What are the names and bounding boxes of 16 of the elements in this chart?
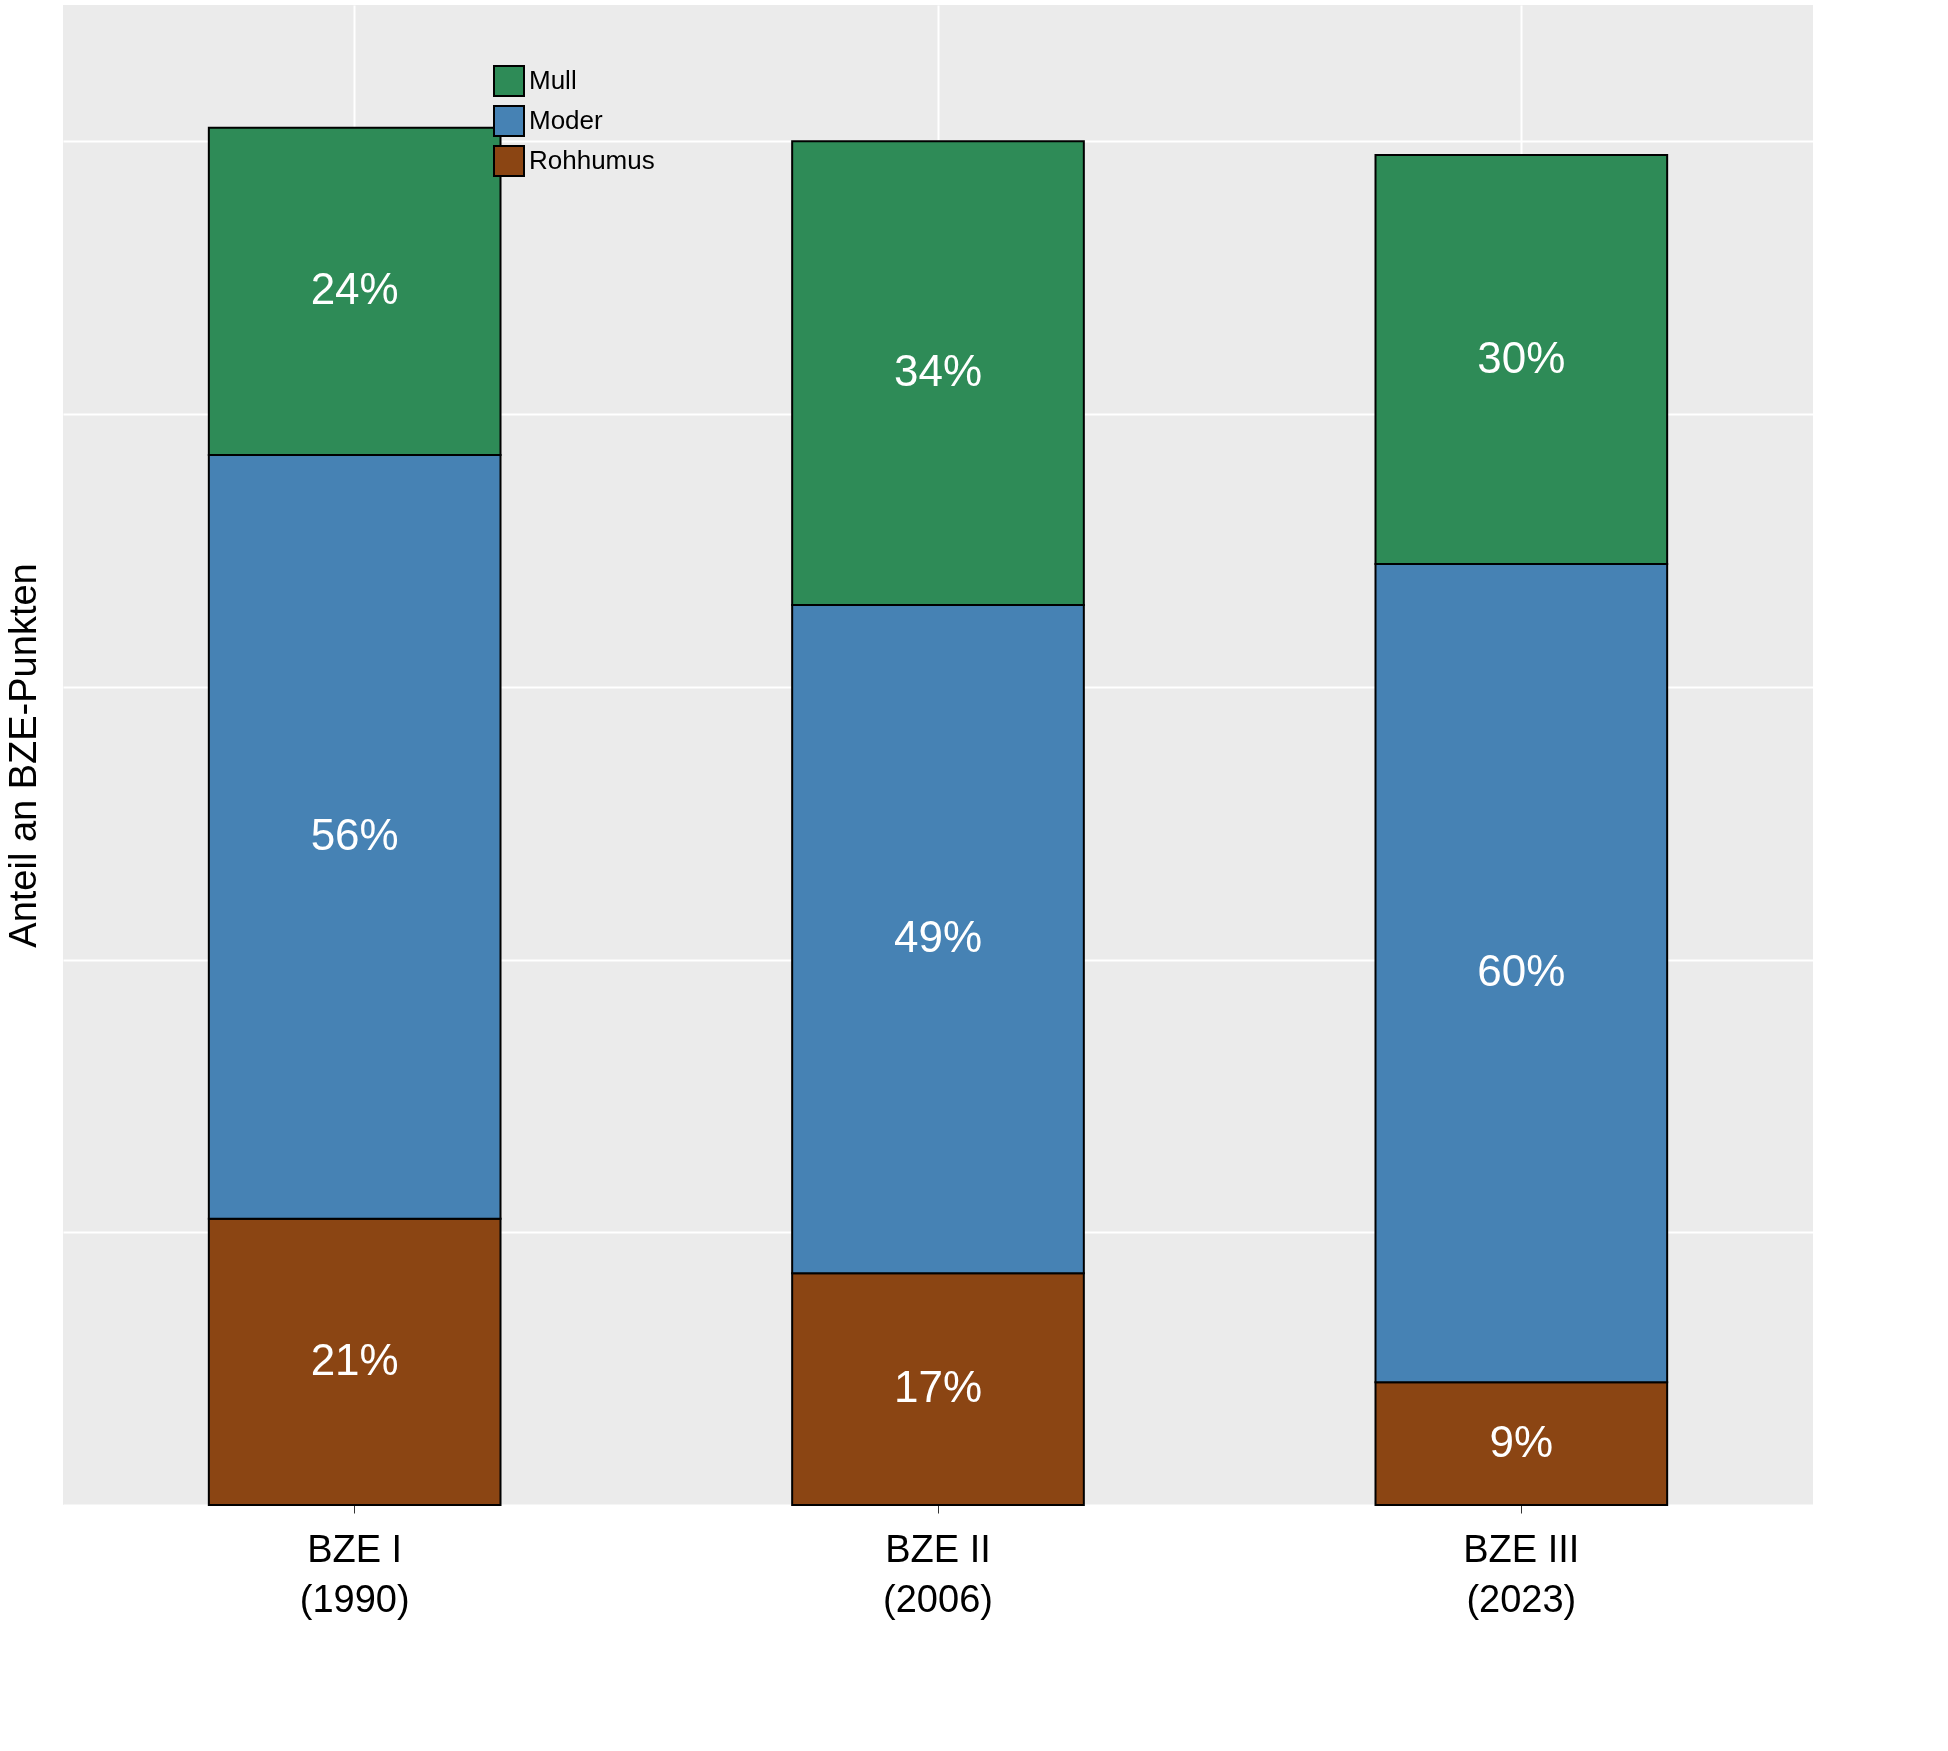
data-label: 21%	[310, 1334, 399, 1384]
data-label: 56%	[310, 809, 399, 859]
data-label: 9%	[1489, 1416, 1554, 1466]
legend-label: Rohhumus	[529, 145, 655, 175]
x-tick-label: BZE II (2006)	[883, 1527, 993, 1620]
data-label: 24%	[310, 264, 399, 314]
y-axis-title: Anteil an BZE-Punkten	[1, 563, 44, 948]
data-label: 49%	[893, 912, 983, 962]
legend-label: Moder	[529, 105, 604, 135]
data-label: 60%	[1477, 946, 1566, 996]
legend-label: Mull	[529, 65, 577, 95]
data-label: 30%	[1477, 332, 1566, 382]
x-tick-label: BZE III (2023)	[1463, 1527, 1580, 1620]
x-tick-label: BZE I (1990)	[299, 1527, 410, 1620]
data-label: 17%	[893, 1362, 983, 1412]
data-label: 34%	[893, 346, 983, 396]
